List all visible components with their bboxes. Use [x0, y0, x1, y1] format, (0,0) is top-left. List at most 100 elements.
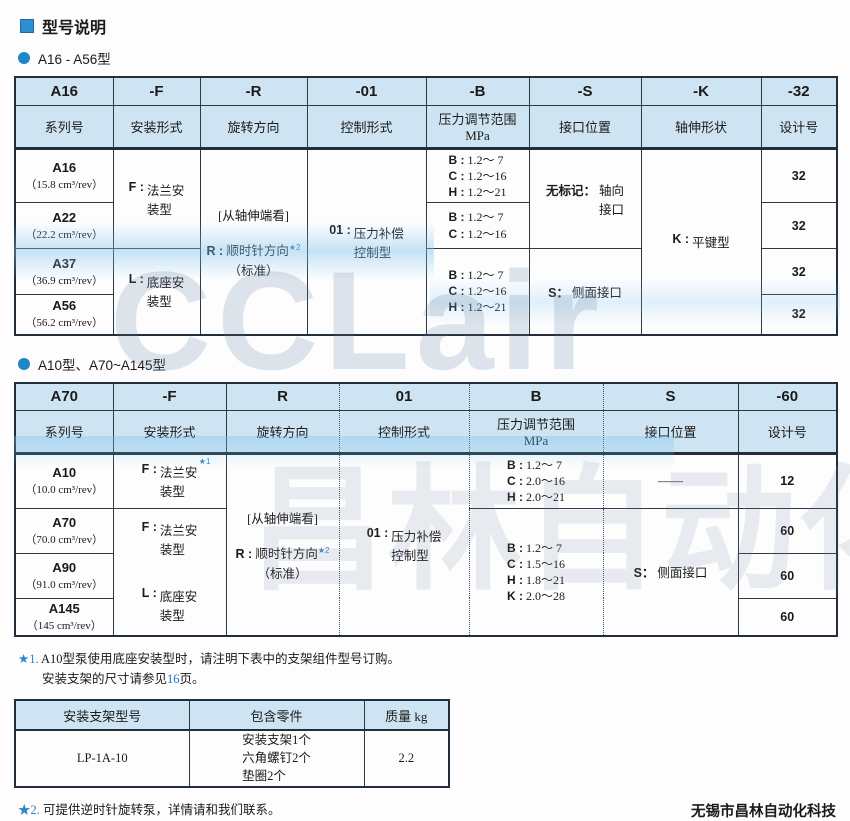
label-port: 接口位置: [602, 410, 739, 456]
series-cell: A90 （91.0 cm³/rev）: [14, 552, 114, 599]
section-a10-a145: A10型、A70~A145型: [18, 354, 836, 374]
pressure-value: 1.2～21: [467, 300, 507, 315]
control-code: 01 :: [366, 526, 389, 541]
row-a70: A70 （70.0 cm³/rev） F : 法兰安装型 L : 底座安装型 B :…: [14, 507, 838, 637]
code-port: -S: [528, 76, 642, 106]
label-row: 系列号 安装形式 旋转方向 控制形式 压力调节范围 MPa 接口位置 轴伸形状 …: [14, 104, 838, 150]
pressure-value: 1.2～ 7: [467, 210, 504, 225]
footnote-mark: ★2: [288, 242, 301, 252]
code-design: -32: [760, 76, 838, 106]
pressure-code: B :: [448, 268, 465, 283]
pressure-code: C :: [448, 226, 465, 241]
design-cell: 12: [737, 453, 838, 509]
mount-code: L :: [141, 585, 157, 600]
label-pressure: 压力调节范围 MPa: [425, 104, 530, 150]
pressure-value: 1.2～ 7: [467, 268, 504, 283]
pressure-value: 1.2～ 7: [525, 458, 562, 473]
title-square-icon: [20, 19, 34, 33]
port-code: S：: [548, 285, 569, 300]
pressure-code: C :: [448, 284, 465, 299]
footnote-text: 可提供逆时针旋转泵，详情请和我们联系。: [43, 802, 281, 817]
code-pressure: -B: [425, 76, 530, 106]
port-axial-cell: 无标记： 轴向接口: [528, 147, 642, 250]
series-displacement: （15.8 cm³/rev）: [25, 178, 104, 191]
bracket-header-row: 安装支架型号 包含零件 质量 kg: [14, 699, 450, 732]
code-series: A16: [14, 76, 114, 106]
port-text: 侧面接口: [657, 566, 708, 581]
label-design: 设计号: [737, 410, 838, 456]
section-label: A16 - A56型: [38, 52, 111, 67]
page-ref-link[interactable]: 16: [167, 672, 180, 687]
pressure-value: 1.5～16: [525, 556, 565, 571]
label-pressure-unit: MPa: [523, 433, 549, 449]
bracket-header-weight: 质量 kg: [363, 699, 450, 732]
row-a90: A90 （91.0 cm³/rev） 60: [14, 552, 838, 599]
page-title-row: 型号说明: [20, 14, 836, 38]
pressure-cell: B : 1.2～ 7 C : 1.5～16 H : 1.8～21 K : 2.0…: [468, 507, 604, 637]
code-rotation: R: [225, 382, 340, 412]
row-a22: A22 （22.2 cm³/rev） B : 1.2～ 7 C : 1.2～16…: [14, 202, 838, 250]
row-a56: A56 （56.2 cm³/rev） 32: [14, 294, 838, 336]
series-displacement: （36.9 cm³/rev）: [25, 274, 104, 287]
pressure-code: H :: [448, 184, 465, 199]
section-label: A10型、A70~A145型: [38, 357, 166, 373]
code-row: A70 -F R 01 B S -60: [14, 382, 838, 412]
code-control: 01: [338, 382, 470, 412]
bracket-part: 垫圈2个: [242, 769, 286, 784]
design-cell: 32: [760, 202, 838, 250]
control-text: 压力补偿控制型: [391, 530, 442, 564]
series-name: A90: [52, 559, 77, 575]
label-series: 系列号: [14, 104, 114, 150]
label-rotation: 旋转方向: [225, 410, 340, 456]
design-cell: 60: [737, 507, 838, 554]
rotation-code: R :: [235, 547, 253, 562]
bullet-circle-icon: [18, 52, 30, 64]
bracket-model: LP-1A-10: [14, 729, 190, 788]
series-cell: A22 （22.2 cm³/rev）: [14, 202, 114, 250]
footnote-star: ★1.: [18, 652, 39, 667]
series-cell: A16 （15.8 cm³/rev）: [14, 147, 114, 204]
series-cell: A56 （56.2 cm³/rev）: [14, 294, 114, 336]
port-text: 侧面接口: [571, 285, 622, 300]
rotation-view-note: [从轴伸端看]: [247, 512, 318, 527]
mount-code: F :: [128, 179, 144, 194]
pressure-value: 2.0～21: [525, 490, 565, 505]
rotation-code: R :: [206, 243, 224, 258]
footnote-text: 页。: [179, 672, 205, 687]
rotation-text: 顺时针方向: [226, 243, 289, 258]
series-displacement: （56.2 cm³/rev）: [25, 317, 104, 330]
port-code: 无标记：: [545, 183, 596, 198]
bracket-part: 六角螺钉2个: [242, 751, 311, 766]
mount-merged-cell: F : 法兰安装型 L : 底座安装型: [112, 507, 227, 637]
design-cell: 32: [760, 294, 838, 336]
rotation-cell: [从轴伸端看] R : 顺时针方向★2 （标准）: [225, 453, 340, 637]
control-code: 01 :: [329, 222, 351, 237]
mount-code: F :: [141, 519, 157, 534]
pressure-cell: B : 1.2～ 7 C : 1.2～16: [425, 202, 530, 250]
bracket-header-parts: 包含零件: [188, 699, 365, 732]
label-port: 接口位置: [528, 104, 642, 150]
label-control: 控制形式: [338, 410, 470, 456]
row-a145: A145 （145 cm³/rev） 60: [14, 597, 838, 637]
series-cell: A37 （36.9 cm³/rev）: [14, 248, 114, 296]
label-pressure-text: 压力调节范围: [496, 417, 575, 433]
rotation-view-note: [从轴伸端看]: [218, 208, 289, 223]
code-shaft: -K: [640, 76, 762, 106]
bracket-part: 安装支架1个: [242, 733, 311, 748]
port-side-cell: S： 侧面接口: [528, 248, 642, 336]
label-design: 设计号: [760, 104, 838, 150]
code-rotation: -R: [199, 76, 308, 106]
footnote-text: A10型泵使用底座安装型时，请注明下表中的支架组件型号订购。: [41, 652, 401, 667]
series-displacement: （22.2 cm³/rev）: [25, 228, 104, 241]
series-displacement: （91.0 cm³/rev）: [25, 578, 104, 591]
row-a10: A10 （10.0 cm³/rev） F : 法兰安装型 ★1 [从轴伸端看] R…: [14, 453, 838, 637]
series-displacement: （145 cm³/rev）: [26, 619, 102, 632]
footnote-mark: ★2: [317, 545, 330, 555]
pressure-value: 1.2～16: [467, 284, 507, 299]
page-title: 型号说明: [42, 20, 107, 37]
label-control: 控制形式: [306, 104, 427, 150]
control-text: 压力补偿控制型: [353, 226, 404, 260]
series-cell: A10 （10.0 cm³/rev）: [14, 453, 114, 509]
pressure-value: 1.2～16: [467, 226, 507, 241]
control-cell: 01 : 压力补偿控制型: [306, 147, 427, 336]
